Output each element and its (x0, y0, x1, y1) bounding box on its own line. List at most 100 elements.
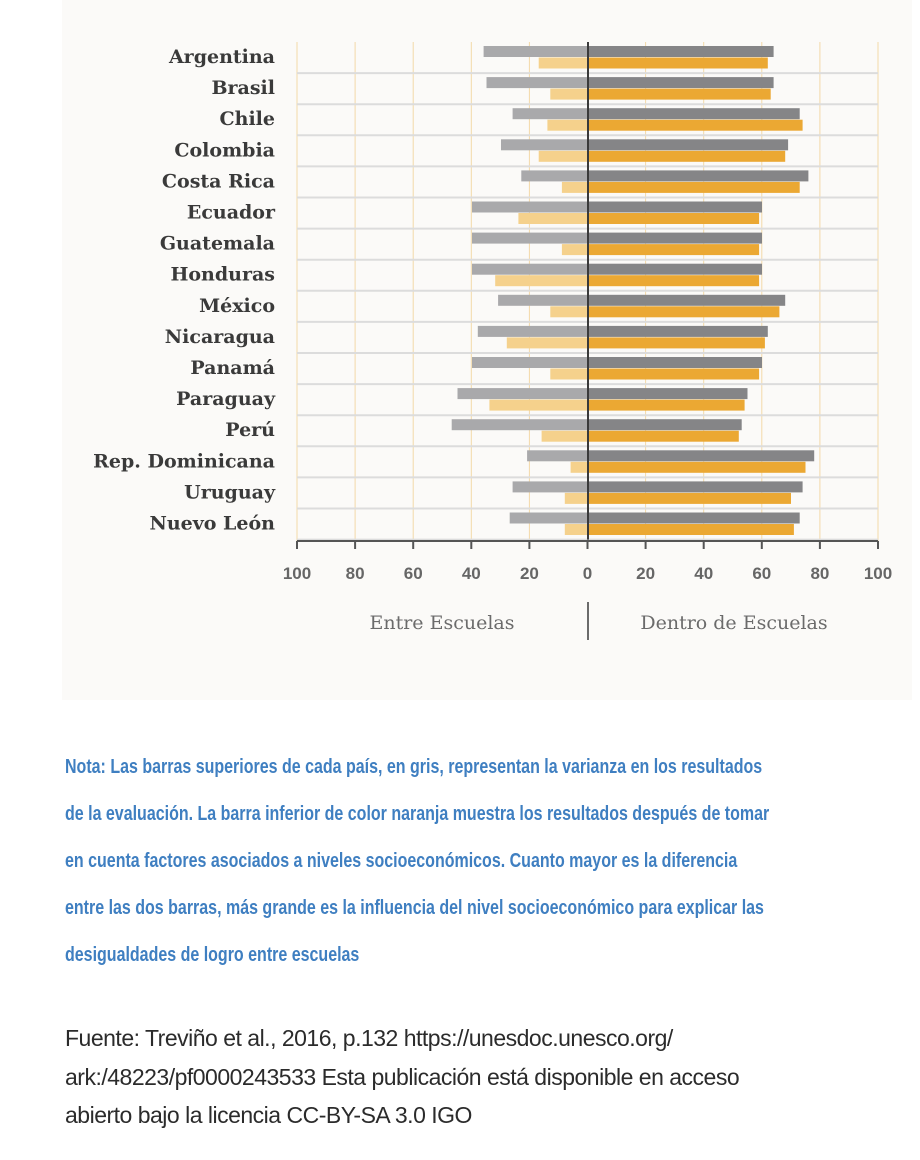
bar-left-gris (521, 170, 588, 182)
note-line: de la evaluación. La barra inferior de c… (65, 803, 770, 825)
right-axis-title: Dentro de Escuelas (640, 612, 827, 634)
bar-left-gris (486, 77, 588, 89)
bar-left-naranja (489, 399, 588, 411)
bar-left-gris (512, 108, 588, 120)
country-label: Colombia (174, 139, 275, 161)
bar-right-naranja (588, 181, 800, 193)
source-line: ark:/48223/pf0000243533 Esta publicación… (65, 1063, 740, 1090)
bar-right-naranja (588, 244, 760, 256)
bar-left-naranja (538, 150, 588, 162)
x-tick-label: 100 (864, 564, 892, 583)
country-label: Paraguay (176, 388, 276, 410)
country-labels: Argentina Brasil Chile Colombia Costa Rica Ec… (93, 46, 276, 535)
bar-left-gris (501, 139, 588, 151)
bar-left-gris (477, 325, 588, 337)
x-tick-label: 40 (694, 564, 713, 583)
bar-left-gris (509, 512, 588, 524)
bar-left-naranja (564, 492, 588, 504)
bar-left-gris (483, 46, 588, 57)
x-tick-label: 80 (346, 564, 365, 583)
bar-left-naranja (547, 119, 588, 131)
bar-right-gris (588, 419, 742, 431)
bar-right-naranja (588, 275, 760, 287)
bar-left-gris (472, 357, 588, 368)
x-axis: 100 80 60 40 20 0 20 40 60 80 100 (283, 42, 892, 583)
bar-left-naranja (518, 213, 588, 224)
bar-left-naranja (538, 57, 588, 69)
bar-left-gris (527, 450, 588, 462)
bar-left-gris (457, 388, 588, 400)
bar-left-naranja (550, 306, 588, 318)
bar-right-gris (588, 388, 748, 400)
x-tick-label: 0 (583, 564, 592, 583)
x-tick-label: 20 (520, 564, 539, 583)
bar-left-gris (472, 201, 588, 213)
bar-left-naranja (570, 461, 588, 473)
x-tick-label: 40 (462, 564, 481, 583)
bar-right-gris (588, 108, 800, 120)
bar-right-naranja (588, 492, 791, 504)
country-label: Perú (225, 419, 275, 441)
diverging-bar-chart: Argentina Brasil Chile Colombia Costa Rica Ec… (93, 42, 892, 640)
country-label: Nuevo León (149, 513, 275, 535)
bar-right-naranja (588, 461, 806, 473)
left-axis-title: Entre Escuelas (369, 612, 514, 634)
bar-right-naranja (588, 430, 739, 442)
x-tick-label: 80 (810, 564, 829, 583)
x-tick-label: 20 (636, 564, 655, 583)
bar-right-gris (588, 201, 762, 213)
bar-right-naranja (588, 368, 760, 380)
bar-right-gris (588, 481, 803, 493)
source-line: Fuente: Treviño et al., 2016, p.132 http… (65, 1025, 673, 1051)
bar-right-gris (588, 294, 786, 306)
bar-left-naranja (550, 368, 588, 380)
country-label: México (199, 295, 275, 317)
bar-left-gris (498, 294, 588, 306)
country-label: Nicaragua (165, 326, 275, 348)
bar-left-naranja (495, 275, 588, 287)
country-label: Honduras (170, 264, 275, 286)
note-line: Nota: Las barras superiores de cada país… (65, 756, 763, 778)
bar-left-naranja (564, 524, 588, 535)
x-tick-label: 60 (404, 564, 423, 583)
bar-right-gris (588, 450, 815, 462)
country-label: Ecuador (187, 202, 276, 224)
country-label: Uruguay (184, 481, 276, 503)
country-label: Panamá (190, 357, 275, 379)
bar-right-naranja (588, 88, 771, 100)
x-tick-label: 100 (283, 564, 311, 583)
bar-right-gris (588, 46, 774, 57)
country-label: Rep. Dominicana (93, 450, 275, 472)
source-text: Fuente: Treviño et al., 2016, p.132 http… (65, 1022, 740, 1138)
bar-right-gris (588, 232, 762, 244)
bar-left-naranja (541, 430, 588, 442)
bar-right-gris (588, 357, 762, 368)
bar-right-gris (588, 77, 774, 89)
bar-left-gris (512, 481, 588, 493)
country-label: Costa Rica (162, 170, 275, 192)
country-label: Chile (220, 108, 275, 130)
bar-left-gris (472, 263, 588, 275)
bar-right-naranja (588, 524, 794, 535)
bar-right-naranja (588, 213, 760, 224)
note-text: Nota: Las barras superiores de cada país… (65, 752, 920, 987)
bar-right-naranja (588, 306, 780, 318)
bar-left-naranja (561, 244, 588, 256)
bar-left-naranja (561, 181, 588, 193)
bar-left-gris (451, 419, 588, 431)
bar-right-naranja (588, 57, 768, 69)
source-line: abierto bajo la licencia CC-BY-SA 3.0 IG… (65, 1102, 472, 1128)
bar-right-gris (588, 325, 768, 337)
note-line: entre las dos barras, más grande es la i… (65, 897, 764, 919)
bar-left-naranja (550, 88, 588, 100)
note-line: en cuenta factores asociados a niveles s… (65, 850, 738, 872)
bar-right-naranja (588, 119, 803, 131)
bar-right-gris (588, 139, 789, 151)
note-line: desigualdades de logro entre escuelas (65, 944, 360, 966)
bar-right-gris (588, 512, 800, 524)
x-tick-label: 60 (752, 564, 771, 583)
bar-right-naranja (588, 150, 786, 162)
bar-left-naranja (506, 337, 588, 349)
country-label: Guatemala (160, 233, 275, 255)
country-label: Argentina (168, 46, 275, 68)
